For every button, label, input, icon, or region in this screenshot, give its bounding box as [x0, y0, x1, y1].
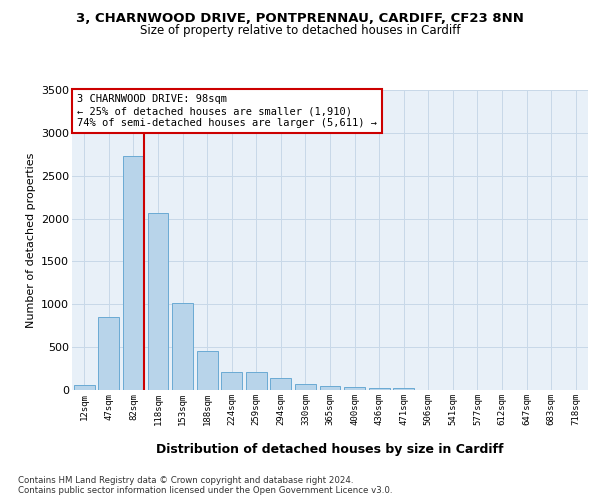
Bar [393, 388, 414, 390]
Bar [172, 304, 193, 390]
Y-axis label: Number of detached properties: Number of detached properties [26, 152, 35, 328]
Bar [246, 372, 267, 390]
Text: Contains HM Land Registry data © Crown copyright and database right 2024.: Contains HM Land Registry data © Crown c… [18, 476, 353, 485]
Text: 3 CHARNWOOD DRIVE: 98sqm
← 25% of detached houses are smaller (1,910)
74% of sem: 3 CHARNWOOD DRIVE: 98sqm ← 25% of detach… [77, 94, 377, 128]
Bar [74, 385, 95, 390]
Text: 3, CHARNWOOD DRIVE, PONTPRENNAU, CARDIFF, CF23 8NN: 3, CHARNWOOD DRIVE, PONTPRENNAU, CARDIFF… [76, 12, 524, 26]
Bar [123, 156, 144, 390]
Bar [344, 388, 365, 390]
Bar [368, 388, 389, 390]
Bar [320, 386, 340, 390]
Bar [221, 372, 242, 390]
Bar [295, 384, 316, 390]
Text: Distribution of detached houses by size in Cardiff: Distribution of detached houses by size … [156, 442, 504, 456]
Bar [98, 317, 119, 390]
Bar [271, 378, 292, 390]
Text: Size of property relative to detached houses in Cardiff: Size of property relative to detached ho… [140, 24, 460, 37]
Bar [197, 351, 218, 390]
Text: Contains public sector information licensed under the Open Government Licence v3: Contains public sector information licen… [18, 486, 392, 495]
Bar [148, 214, 169, 390]
